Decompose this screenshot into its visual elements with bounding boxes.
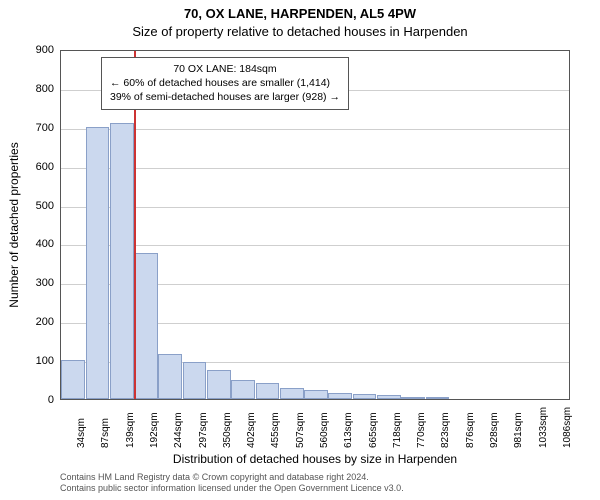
gridline: [61, 245, 569, 246]
y-tick-label: 700: [4, 122, 54, 134]
y-tick-label: 400: [4, 238, 54, 250]
histogram-bar: [61, 360, 85, 399]
histogram-bar: [207, 370, 231, 399]
y-tick-label: 900: [4, 44, 54, 56]
x-tick-label: 34sqm: [76, 418, 87, 448]
x-tick-label: 402sqm: [246, 412, 257, 448]
y-tick-label: 600: [4, 161, 54, 173]
footnote-line1: Contains HM Land Registry data © Crown c…: [60, 472, 570, 483]
x-tick-label: 613sqm: [343, 412, 354, 448]
histogram-bar: [328, 393, 352, 399]
y-tick-label: 0: [4, 394, 54, 406]
footnote-line2: Contains public sector information licen…: [60, 483, 570, 494]
annotation-box: 70 OX LANE: 184sqm ← 60% of detached hou…: [101, 57, 349, 110]
histogram-bar: [86, 127, 110, 399]
histogram-bar: [304, 390, 328, 399]
histogram-bar: [110, 123, 134, 399]
histogram-bar: [426, 397, 450, 399]
histogram-bar: [377, 395, 401, 399]
plot-area: 70 OX LANE: 184sqm ← 60% of detached hou…: [60, 50, 570, 400]
chart-title-line2: Size of property relative to detached ho…: [0, 24, 600, 39]
footnote: Contains HM Land Registry data © Crown c…: [60, 472, 570, 495]
histogram-bar: [280, 388, 304, 399]
x-tick-label: 139sqm: [125, 412, 136, 448]
x-tick-label: 1086sqm: [562, 407, 573, 448]
x-tick-label: 770sqm: [416, 412, 427, 448]
x-tick-label: 718sqm: [392, 412, 403, 448]
histogram-bar: [401, 397, 425, 399]
gridline: [61, 168, 569, 169]
histogram-bar: [183, 362, 207, 399]
gridline: [61, 129, 569, 130]
y-tick-label: 800: [4, 83, 54, 95]
y-tick-label: 500: [4, 200, 54, 212]
x-tick-label: 350sqm: [222, 412, 233, 448]
y-tick-label: 100: [4, 355, 54, 367]
x-tick-label: 87sqm: [100, 418, 111, 448]
x-tick-label: 823sqm: [440, 412, 451, 448]
histogram-bar: [158, 354, 182, 399]
chart-title-line1: 70, OX LANE, HARPENDEN, AL5 4PW: [0, 6, 600, 21]
y-tick-label: 300: [4, 277, 54, 289]
x-tick-label: 876sqm: [465, 412, 476, 448]
x-axis-label: Distribution of detached houses by size …: [60, 452, 570, 466]
gridline: [61, 207, 569, 208]
x-tick-label: 981sqm: [513, 412, 524, 448]
histogram-bar: [231, 380, 255, 399]
histogram-bar: [134, 253, 158, 399]
x-tick-label: 244sqm: [173, 412, 184, 448]
chart-container: 70, OX LANE, HARPENDEN, AL5 4PW Size of …: [0, 0, 600, 500]
x-tick-label: 297sqm: [198, 412, 209, 448]
histogram-bar: [256, 383, 280, 399]
x-tick-label: 928sqm: [489, 412, 500, 448]
annotation-line1: 70 OX LANE: 184sqm: [110, 62, 340, 76]
annotation-line2: ← 60% of detached houses are smaller (1,…: [110, 76, 340, 90]
x-tick-label: 507sqm: [295, 412, 306, 448]
x-tick-label: 192sqm: [149, 412, 160, 448]
x-tick-label: 455sqm: [270, 412, 281, 448]
y-axis-label-wrap: Number of detached properties: [14, 50, 28, 400]
histogram-bar: [353, 394, 377, 399]
x-tick-label: 1033sqm: [538, 407, 549, 448]
annotation-line3: 39% of semi-detached houses are larger (…: [110, 90, 340, 104]
x-tick-label: 665sqm: [368, 412, 379, 448]
x-tick-label: 560sqm: [319, 412, 330, 448]
y-tick-label: 200: [4, 316, 54, 328]
